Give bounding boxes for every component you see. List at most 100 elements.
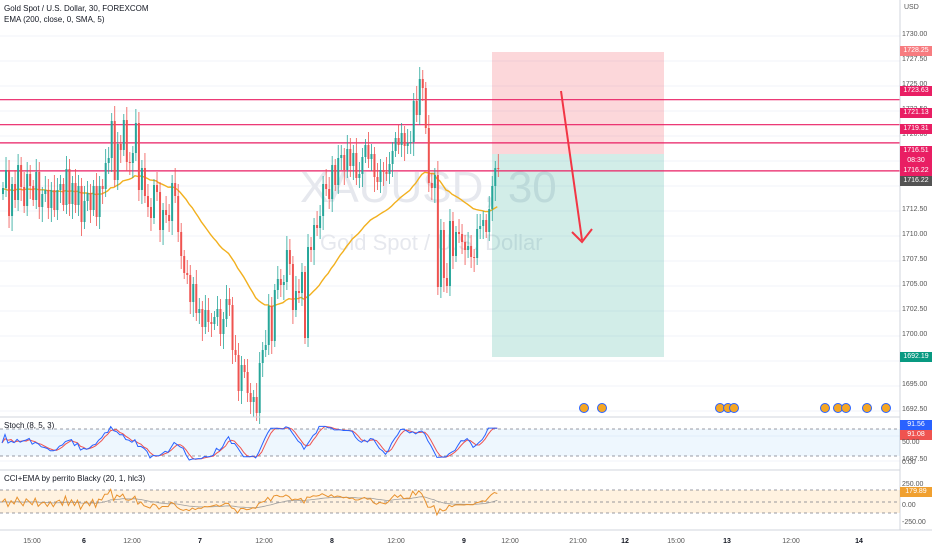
candle-body: [59, 184, 62, 190]
event-flag-icon[interactable]: [597, 403, 607, 413]
candle-body: [116, 144, 119, 180]
candle-body: [442, 230, 445, 278]
candle-body: [204, 310, 207, 327]
candle-body: [415, 101, 418, 115]
candle-body: [119, 144, 122, 150]
candle-body: [394, 138, 397, 151]
candle-body: [376, 177, 379, 182]
candle-body: [83, 201, 86, 222]
candle-body: [140, 168, 143, 190]
candle-body: [485, 220, 488, 232]
level-tag-1719: 1719.31: [900, 124, 932, 134]
stoch-axis-50: 50.00: [902, 439, 920, 446]
candle-body: [174, 183, 177, 196]
candle-body: [349, 149, 352, 166]
candle-body: [445, 278, 448, 286]
candle-body: [433, 175, 436, 188]
candle-body: [352, 153, 355, 166]
event-flag-icon[interactable]: [579, 403, 589, 413]
candle-body: [153, 185, 155, 218]
candle-body: [334, 165, 337, 185]
candle-body: [322, 184, 325, 216]
horizontal-levels[interactable]: [0, 99, 900, 172]
candle-body: [379, 170, 382, 182]
candle-body: [23, 187, 26, 206]
candle-body: [5, 170, 8, 188]
stop-loss-zone[interactable]: [492, 52, 664, 154]
ema-value-tag: 1716.22: [900, 176, 932, 186]
candle-body: [171, 183, 174, 221]
candle-body: [137, 123, 140, 190]
price-tick: 1700.00: [902, 331, 928, 338]
time-tick: 12: [621, 538, 629, 545]
candle-body: [451, 221, 454, 256]
candle-body: [319, 216, 322, 228]
candle-body: [458, 232, 461, 234]
time-tick: 15:00: [23, 538, 41, 545]
short-arrow[interactable]: [560, 90, 593, 244]
cci-axis-neg250: -250.00: [902, 519, 926, 526]
candle-body: [497, 168, 500, 169]
candle-body: [134, 123, 137, 153]
candle-body: [143, 168, 146, 196]
candle-body: [125, 120, 128, 162]
candle-body: [482, 220, 485, 226]
event-flag-icon[interactable]: [841, 403, 851, 413]
time-tick: 12:00: [387, 538, 405, 545]
candle-body: [261, 350, 264, 363]
economic-events-row[interactable]: [579, 403, 891, 413]
target-price-tag: 1692.19: [900, 352, 932, 362]
candle-body: [273, 290, 276, 341]
time-tick: 15:00: [667, 538, 685, 545]
candle-body: [270, 306, 273, 341]
time-tick: 12:00: [123, 538, 141, 545]
price-tick: 1702.50: [902, 306, 928, 313]
candle-body: [77, 186, 80, 205]
price-tick: 1712.50: [902, 206, 928, 213]
event-flag-icon[interactable]: [862, 403, 872, 413]
event-flag-icon[interactable]: [881, 403, 891, 413]
candle-body: [331, 165, 334, 199]
candle-body: [418, 79, 421, 115]
candle-body: [406, 143, 409, 146]
cci-value-tag: 179.89: [900, 487, 932, 497]
candle-body: [162, 210, 165, 230]
candle-body: [213, 317, 216, 324]
candle-body: [355, 153, 358, 178]
candle-body: [297, 291, 300, 293]
candle-body: [128, 162, 131, 163]
candle-body: [41, 194, 44, 207]
price-tick: 1707.50: [902, 256, 928, 263]
candle-body: [470, 246, 473, 257]
symbol-legend[interactable]: Gold Spot / U.S. Dollar, 30, FOREXCOM: [4, 4, 149, 13]
candle-body: [237, 355, 240, 391]
ema-legend[interactable]: EMA (200, close, 0, SMA, 5): [4, 15, 105, 24]
currency-label: USD: [904, 4, 919, 11]
candle-body: [110, 121, 113, 158]
candle-body: [424, 88, 427, 128]
candle-body: [346, 149, 349, 170]
candle-body: [455, 232, 457, 256]
candle-body: [131, 153, 134, 163]
stoch-legend[interactable]: Stoch (8, 5, 3): [4, 421, 55, 430]
candle-body: [243, 365, 246, 372]
stop-price-tag: 1728.25: [900, 46, 932, 56]
time-tick: 12:00: [501, 538, 519, 545]
event-flag-icon[interactable]: [820, 403, 830, 413]
candle-body: [92, 186, 95, 210]
countdown-tag: 08:30: [900, 156, 932, 166]
candle-body: [207, 310, 210, 322]
candle-body: [264, 345, 267, 350]
cci-legend[interactable]: CCI+EMA by perrito Blacky (20, 1, hlc3): [4, 474, 146, 483]
candle-body: [479, 226, 482, 229]
price-tick: 1692.50: [902, 406, 928, 413]
candle-body: [68, 169, 71, 204]
take-profit-zone[interactable]: [492, 154, 664, 357]
candle-body: [225, 299, 228, 319]
event-flag-icon[interactable]: [729, 403, 739, 413]
candle-body: [412, 101, 415, 142]
candle-body: [255, 397, 258, 413]
candle-body: [35, 172, 38, 200]
candle-body: [165, 210, 168, 215]
